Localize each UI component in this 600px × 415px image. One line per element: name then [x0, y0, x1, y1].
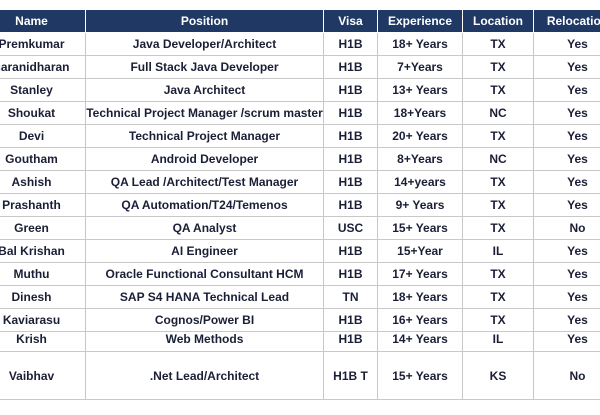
header-cell: Location	[463, 10, 534, 33]
table-cell: Yes	[534, 286, 600, 309]
table-cell: AI Engineer	[86, 240, 324, 263]
table-cell: QA Analyst	[86, 217, 324, 240]
table-cell: 9+ Years	[378, 194, 463, 217]
table-cell: 18+Years	[378, 102, 463, 125]
table-cell: 17+ Years	[378, 263, 463, 286]
table-cell: Devi	[0, 125, 86, 148]
table-cell: Bal Krishan	[0, 240, 86, 263]
table-cell: Kaviarasu	[0, 309, 86, 332]
table-cell: TX	[463, 194, 534, 217]
table-cell: Technical Project Manager	[86, 125, 324, 148]
table-cell: USC	[324, 217, 378, 240]
table-cell: 8+Years	[378, 148, 463, 171]
table-cell: H1B	[324, 125, 378, 148]
table-cell: Yes	[534, 125, 600, 148]
table-cell: H1B	[324, 148, 378, 171]
table-cell: Yes	[534, 309, 600, 332]
table-cell: SAP S4 HANA Technical Lead	[86, 286, 324, 309]
table-cell: 14+ Years	[378, 332, 463, 352]
table-cell: Oracle Functional Consultant HCM	[86, 263, 324, 286]
table-cell: Stanley	[0, 79, 86, 102]
table-cell: H1B	[324, 309, 378, 332]
table-cell: 14+years	[378, 171, 463, 194]
table-cell: TX	[463, 309, 534, 332]
header-cell: Visa	[324, 10, 378, 33]
table-cell: TX	[463, 33, 534, 56]
table-cell: 15+Year	[378, 240, 463, 263]
table-cell: Yes	[534, 148, 600, 171]
table-cell: No	[534, 217, 600, 240]
table-cell: TX	[463, 79, 534, 102]
table-cell: 18+ Years	[378, 286, 463, 309]
table-cell: Cognos/Power BI	[86, 309, 324, 332]
table-cell: 13+ Years	[378, 79, 463, 102]
header-cell: Position	[86, 10, 324, 33]
table-cell: TX	[463, 263, 534, 286]
header-cell: Name	[0, 10, 86, 33]
table-cell: Yes	[534, 240, 600, 263]
table-cell: TN	[324, 286, 378, 309]
table-cell: QA Lead /Architect/Test Manager	[86, 171, 324, 194]
table-cell: Yes	[534, 171, 600, 194]
table-cell: Web Methods	[86, 332, 324, 352]
table-cell: QA Automation/T24/Temenos	[86, 194, 324, 217]
table-cell: Krish	[0, 332, 86, 352]
table-cell: Full Stack Java Developer	[86, 56, 324, 79]
header-cell: Relocation	[534, 10, 600, 33]
table-cell: H1B	[324, 263, 378, 286]
table-cell: TX	[463, 217, 534, 240]
table-cell: 18+ Years	[378, 33, 463, 56]
table-cell: .Net Lead/Architect	[86, 352, 324, 400]
table-cell: 16+ Years	[378, 309, 463, 332]
table-cell: Yes	[534, 56, 600, 79]
table-cell: Premkumar	[0, 33, 86, 56]
table-cell: Yes	[534, 194, 600, 217]
table-cell: Prashanth	[0, 194, 86, 217]
table-cell: H1B	[324, 56, 378, 79]
table-cell: KS	[463, 352, 534, 400]
table-cell: Yes	[534, 263, 600, 286]
table-cell: 15+ Years	[378, 217, 463, 240]
table-cell: 20+ Years	[378, 125, 463, 148]
table-cell: IL	[463, 332, 534, 352]
table-cell: TX	[463, 125, 534, 148]
table-cell: H1B	[324, 194, 378, 217]
table-cell: Muthu	[0, 263, 86, 286]
table-cell: Dinesh	[0, 286, 86, 309]
table-cell: Technical Project Manager /scrum master	[86, 102, 324, 125]
table-cell: NC	[463, 148, 534, 171]
table-cell: IL	[463, 240, 534, 263]
table-cell: Vaibhav	[0, 352, 86, 400]
table-cell: Java Developer/Architect	[86, 33, 324, 56]
table-cell: haranidharan	[0, 56, 86, 79]
table-cell: No	[534, 352, 600, 400]
table-cell: Android Developer	[86, 148, 324, 171]
table-cell: H1B	[324, 332, 378, 352]
table-cell: H1B	[324, 33, 378, 56]
table-cell: Yes	[534, 332, 600, 352]
table-cell: Ashish	[0, 171, 86, 194]
table-cell: Java Architect	[86, 79, 324, 102]
table-cell: H1B	[324, 240, 378, 263]
table-cell: Goutham	[0, 148, 86, 171]
table-cell: TX	[463, 286, 534, 309]
table-cell: H1B	[324, 171, 378, 194]
table-cell: Green	[0, 217, 86, 240]
table-cell: TX	[463, 171, 534, 194]
table-cell: Yes	[534, 102, 600, 125]
table-cell: 15+ Years	[378, 352, 463, 400]
table-cell: NC	[463, 102, 534, 125]
table-cell: H1B T	[324, 352, 378, 400]
table-cell: H1B	[324, 102, 378, 125]
header-cell: Experience	[378, 10, 463, 33]
table-cell: 7+Years	[378, 56, 463, 79]
table-cell: Yes	[534, 33, 600, 56]
table-cell: H1B	[324, 79, 378, 102]
table-cell: Shoukat	[0, 102, 86, 125]
table-cell: TX	[463, 56, 534, 79]
table-cell: Yes	[534, 79, 600, 102]
